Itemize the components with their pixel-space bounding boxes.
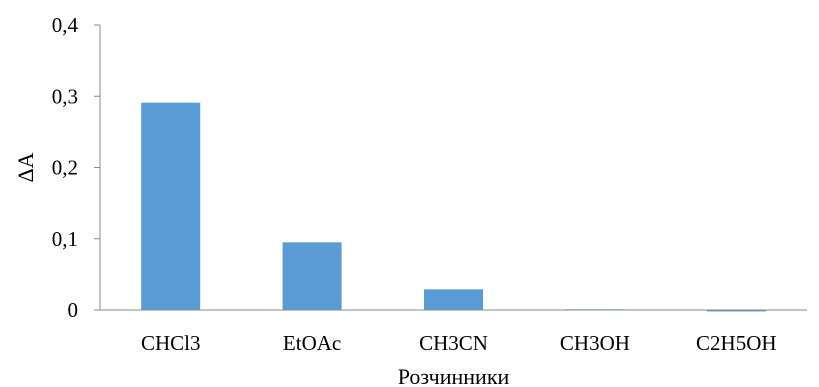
y-axis-title: ΔA <box>13 152 38 182</box>
x-category-label: CH3OH <box>560 331 630 355</box>
bar-chcl3 <box>141 102 201 310</box>
x-category-label: C2H5OH <box>696 331 777 355</box>
x-category-label: CH3CN <box>419 331 488 355</box>
x-axis-title: Розчинники <box>398 364 510 387</box>
y-tick-label: 0,3 <box>52 84 78 108</box>
bar-etoac <box>282 242 342 310</box>
axes <box>99 25 807 311</box>
bars <box>141 102 766 312</box>
y-axis-ticks: 0 0,1 0,2 0,3 0,4 <box>52 13 100 322</box>
y-tick-label: 0,1 <box>52 227 78 251</box>
x-category-label: EtOAc <box>283 331 341 355</box>
bar-ch3cn <box>424 289 483 310</box>
x-category-label: CHCl3 <box>141 331 201 355</box>
y-tick-label: 0 <box>68 298 79 322</box>
y-tick-label: 0,4 <box>52 13 79 37</box>
x-axis-category-labels: CHCl3 EtOAc CH3CN CH3OH C2H5OH <box>141 331 777 355</box>
y-tick-label: 0,2 <box>52 156 78 180</box>
bar-c2h5oh <box>706 310 766 312</box>
